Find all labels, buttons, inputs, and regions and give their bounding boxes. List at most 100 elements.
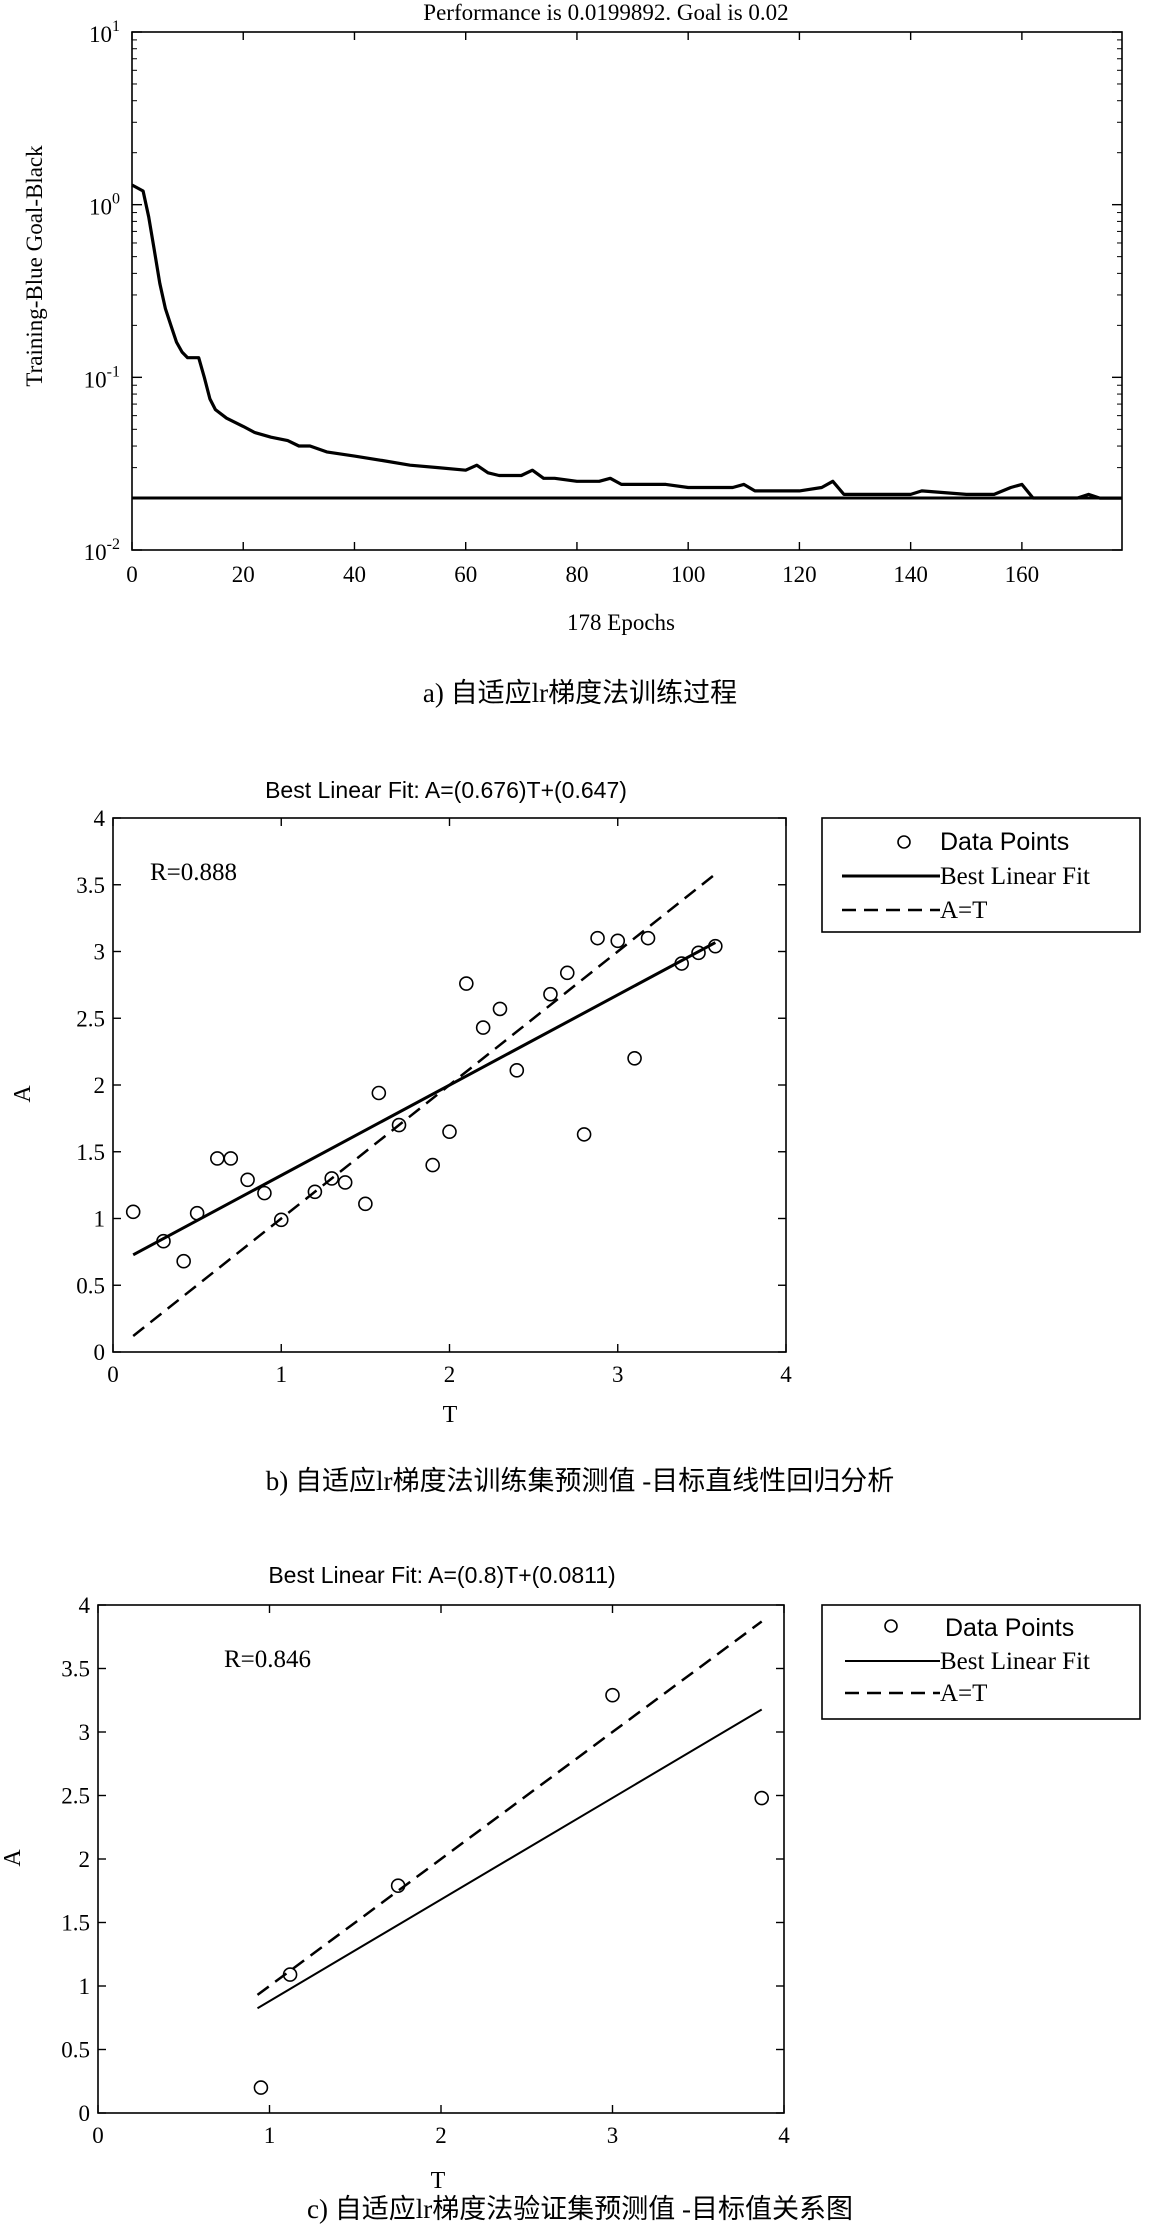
chart-c-r-annotation: R=0.846 xyxy=(224,1646,311,1673)
y-tick-label: 10-2 xyxy=(84,536,120,565)
chart-a-plot-frame xyxy=(131,31,1123,551)
data-point xyxy=(459,976,474,991)
data-point xyxy=(358,1196,373,1212)
data-point xyxy=(442,1124,457,1140)
chart-b-r-annotation: R=0.888 xyxy=(150,859,237,886)
x-tick-label: 140 xyxy=(893,562,928,587)
y-tick-label: 3 xyxy=(94,940,106,965)
chart-b-x-axis-label: T xyxy=(443,1402,458,1428)
legend-b-data-points-marker xyxy=(897,835,911,849)
data-point xyxy=(576,1127,592,1142)
y-tick-label: 0.5 xyxy=(76,1273,105,1298)
chart-c-marks xyxy=(253,1620,770,2095)
x-tick-label: 4 xyxy=(780,1362,792,1387)
chart-c-x-axis-label: T xyxy=(431,2168,446,2194)
data-point xyxy=(610,933,626,949)
x-tick-label: 3 xyxy=(607,2123,619,2148)
data-point xyxy=(223,1151,239,1166)
best-linear-fit-line xyxy=(256,1708,763,2010)
y-tick-label: 0 xyxy=(94,1340,106,1365)
x-tick-label: 2 xyxy=(435,2123,447,2148)
caption-b: b) 自适应lr梯度法训练集预测值 -目标直线性回归分析 xyxy=(266,1466,894,1496)
chart-b-ticks: 0 1 2 3 4 0 0.5 1 1.5 2 2.5 3 3.5 4 xyxy=(76,806,792,1387)
data-point xyxy=(559,965,575,981)
y-tick-label: 3.5 xyxy=(61,1657,90,1682)
data-point xyxy=(176,1253,191,1269)
legend-b-fit-label: Best Linear Fit xyxy=(940,863,1090,890)
x-tick-label: 0 xyxy=(126,562,138,587)
x-tick-label: 100 xyxy=(671,562,706,587)
x-tick-label: 60 xyxy=(454,562,477,587)
y-tick-label: 1.5 xyxy=(61,1911,90,1936)
x-tick-label: 2 xyxy=(444,1362,456,1387)
y-tick-label: 1.5 xyxy=(76,1140,105,1165)
x-tick-label: 4 xyxy=(778,2123,790,2148)
legend-b-data-points-label: Data Points xyxy=(940,828,1069,856)
chart-a-ticks: 0 20 40 60 80 100 120 140 160 10-2 10-1 100 101 xyxy=(84,18,1122,587)
data-point xyxy=(282,1967,298,1982)
y-tick-label: 2.5 xyxy=(61,1784,90,1809)
legend-c-data-points-label: Data Points xyxy=(945,1614,1074,1642)
data-point xyxy=(543,986,558,1002)
data-point xyxy=(324,1171,340,1186)
chart-a-x-axis-label: 178 Epochs xyxy=(567,610,675,635)
data-point xyxy=(754,1790,770,1806)
chart-b-legend: Data Points Best Linear Fit A=T xyxy=(821,817,1141,933)
y-tick-label: 2 xyxy=(94,1073,106,1098)
data-point xyxy=(307,1184,323,1200)
legend-c-identity-label: A=T xyxy=(940,1680,987,1707)
x-tick-label: 1 xyxy=(264,2123,276,2148)
data-point xyxy=(605,1687,620,1703)
data-point xyxy=(425,1157,440,1173)
x-tick-label: 20 xyxy=(232,562,255,587)
data-point xyxy=(391,1117,407,1133)
chart-c-legend: Data Points Best Linear Fit A=T xyxy=(821,1604,1141,1720)
data-point xyxy=(509,1063,525,1078)
data-point xyxy=(627,1051,642,1066)
y-tick-label: 2 xyxy=(79,1847,91,1872)
chart-a-marks xyxy=(131,183,1122,500)
data-point xyxy=(492,1001,508,1017)
chart-b-y-axis-label: A xyxy=(10,1085,36,1103)
data-point xyxy=(273,1212,289,1228)
chart-a-title: Performance is 0.0199892. Goal is 0.02 xyxy=(423,0,788,25)
data-point xyxy=(390,1878,406,1893)
data-point xyxy=(337,1175,353,1190)
caption-a: a) 自适应lr梯度法训练过程 xyxy=(423,678,737,708)
data-point xyxy=(475,1020,491,1035)
caption-c: c) 自适应lr梯度法验证集预测值 -目标值关系图 xyxy=(307,2194,853,2224)
data-point xyxy=(674,956,689,971)
panel-b-training-regression: Best Linear Fit: A=(0.676)T+(0.647) A T … xyxy=(10,777,1141,1496)
legend-c-data-points-marker xyxy=(884,1619,898,1633)
data-point xyxy=(371,1085,387,1101)
panel-c-validation-regression: Best Linear Fit: A=(0.8)T+(0.0811) A T R… xyxy=(0,1562,1141,2224)
x-tick-label: 80 xyxy=(565,562,588,587)
y-tick-label: 0 xyxy=(79,2101,91,2126)
y-tick-label: 3 xyxy=(79,1720,91,1745)
chart-b-title: Best Linear Fit: A=(0.676)T+(0.647) xyxy=(265,777,627,803)
x-tick-label: 0 xyxy=(92,2123,104,2148)
x-tick-label: 0 xyxy=(107,1362,119,1387)
data-point xyxy=(257,1185,272,1201)
y-tick-label: 1 xyxy=(79,1974,91,1999)
data-point xyxy=(189,1205,205,1221)
training-curve xyxy=(131,183,1122,500)
data-point xyxy=(240,1172,255,1188)
identity-line xyxy=(256,1620,763,1996)
x-tick-label: 1 xyxy=(276,1362,288,1387)
y-tick-label: 101 xyxy=(89,18,120,47)
y-tick-label: 2.5 xyxy=(76,1006,105,1031)
y-tick-label: 1 xyxy=(94,1207,106,1232)
chart-b-marks xyxy=(125,873,723,1337)
best-linear-fit-line xyxy=(132,941,717,1257)
data-point xyxy=(640,930,656,946)
data-point xyxy=(125,1204,141,1220)
x-tick-label: 40 xyxy=(343,562,366,587)
data-point xyxy=(590,930,605,946)
chart-c-ticks: 0 1 2 3 4 0 0.5 1 1.5 2 2.5 3 3.5 4 xyxy=(61,1593,790,2148)
y-tick-label: 3.5 xyxy=(76,873,105,898)
y-tick-label: 0.5 xyxy=(61,2038,90,2063)
chart-c-y-axis-label: A xyxy=(0,1849,26,1867)
x-tick-label: 160 xyxy=(1005,562,1040,587)
